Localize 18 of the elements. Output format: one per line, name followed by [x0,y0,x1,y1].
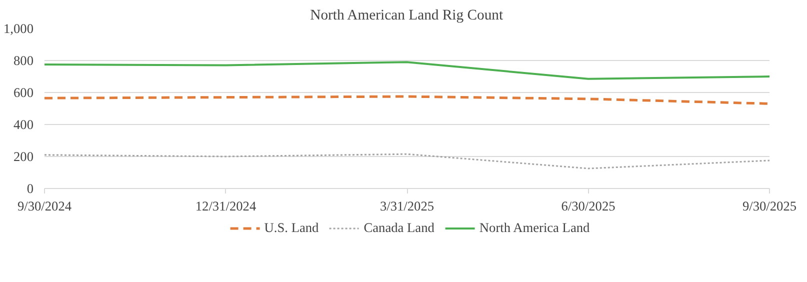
legend-label: Canada Land [364,220,434,236]
x-tick-label: 3/31/2025 [380,198,434,214]
y-tick-label: 600 [14,85,34,100]
x-tick-label: 6/30/2025 [561,198,616,214]
y-tick-label: 0 [26,181,34,196]
y-tick-label: 1,000 [4,21,34,36]
chart-title: North American Land Rig Count [310,8,504,24]
legend-label: U.S. Land [264,220,319,236]
line-series [44,95,770,105]
y-tick-label: 200 [14,149,34,164]
legend-label: North America Land [479,220,590,236]
x-tick-label: 9/30/2025 [742,198,797,214]
x-tick-label: 12/31/2024 [195,198,256,214]
y-tick-label: 400 [14,117,34,132]
x-tick-label: 9/30/2024 [17,198,72,214]
line-series [44,61,770,80]
line-series [44,153,770,170]
y-tick-label: 800 [14,53,34,68]
